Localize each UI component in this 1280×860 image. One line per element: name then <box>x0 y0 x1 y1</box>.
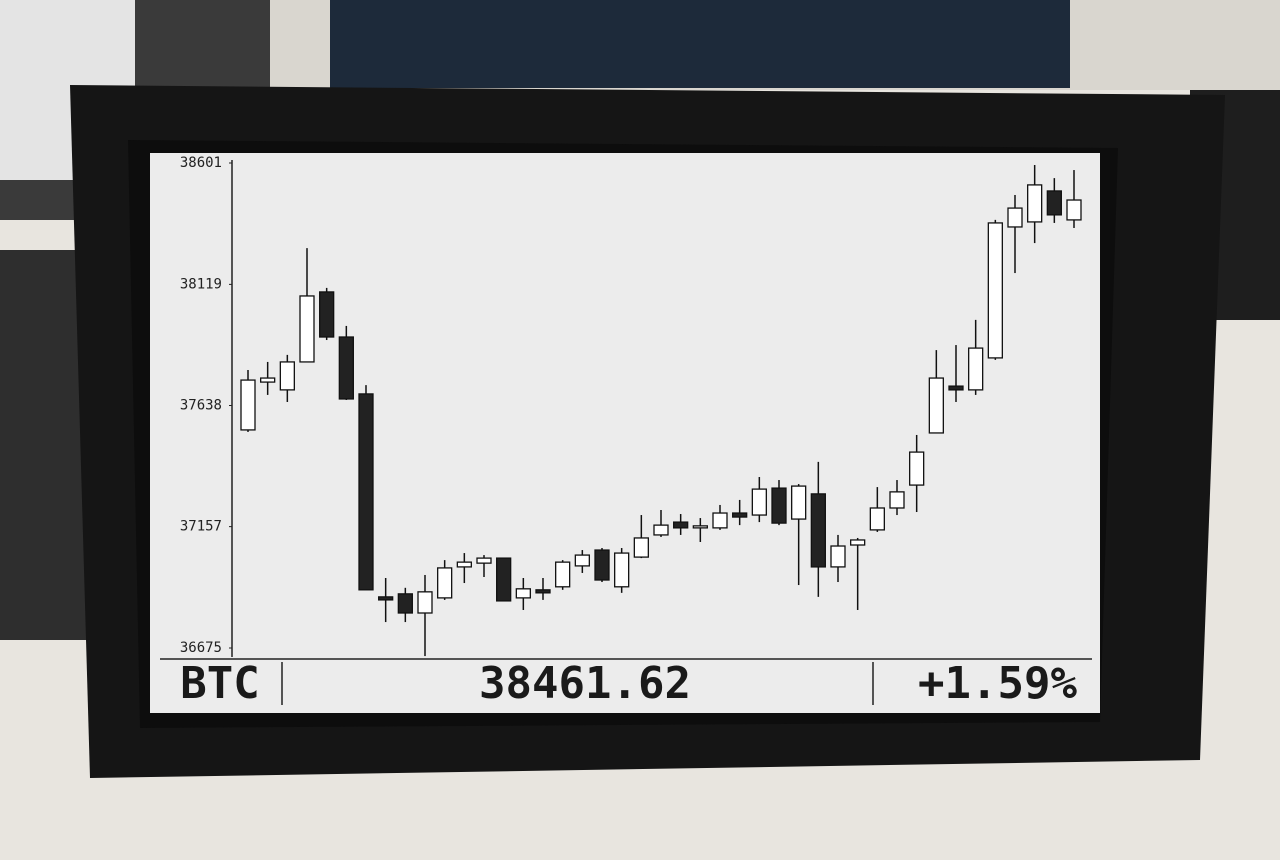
candle-body <box>535 589 551 594</box>
y-tick-label: 36675 <box>180 640 222 656</box>
candle-body <box>771 487 787 524</box>
candle-body <box>378 596 394 601</box>
candle-body <box>555 561 571 588</box>
candle-body <box>496 557 512 602</box>
candle-body <box>260 377 276 383</box>
candle-body <box>397 593 413 614</box>
price: 38461.62 <box>479 658 691 709</box>
candle-body <box>456 561 472 568</box>
candle-body <box>889 491 905 509</box>
candle-body <box>319 291 335 338</box>
y-tick-label: 38601 <box>180 155 222 171</box>
candle-body <box>417 591 433 614</box>
candle-body <box>673 521 689 529</box>
other-device <box>0 250 90 640</box>
candle-body <box>594 549 610 581</box>
candle-body <box>751 488 767 516</box>
candle-body <box>692 525 708 529</box>
y-tick-label: 37157 <box>180 519 222 535</box>
symbol: BTC <box>180 658 259 709</box>
candle-body <box>987 222 1003 359</box>
candle-body <box>869 507 885 531</box>
candle-body <box>1007 207 1023 228</box>
screen <box>150 153 1100 713</box>
candle-body <box>279 361 295 391</box>
candle-body <box>948 385 964 391</box>
candle-body <box>574 554 590 567</box>
candle-body <box>358 393 374 591</box>
candle-body <box>476 557 492 564</box>
candle-body <box>614 552 630 588</box>
candle-body <box>968 347 984 391</box>
y-tick-label: 37638 <box>180 398 222 414</box>
candle-body <box>830 545 846 568</box>
candle-body <box>732 512 748 518</box>
monitor <box>330 0 1070 88</box>
change: +1.59% <box>918 658 1077 709</box>
plot: 36675 37157 37638 38119 38601 <box>180 155 1082 657</box>
candle-body <box>299 295 315 363</box>
candle-body <box>338 336 354 400</box>
candle-body <box>909 451 925 486</box>
candle-body <box>515 588 531 599</box>
candle-body <box>1066 199 1082 221</box>
candle-body <box>1027 184 1043 223</box>
candle-body <box>712 512 728 529</box>
candle-body <box>850 539 866 546</box>
candle-body <box>633 537 649 558</box>
candle-body <box>1046 190 1062 216</box>
candle-body <box>240 379 256 431</box>
candle-body <box>437 567 453 599</box>
y-tick-label: 38119 <box>180 276 222 292</box>
candle-body <box>791 485 807 520</box>
candle-body <box>810 493 826 568</box>
candle-body <box>928 377 944 434</box>
candle-body <box>653 524 669 536</box>
